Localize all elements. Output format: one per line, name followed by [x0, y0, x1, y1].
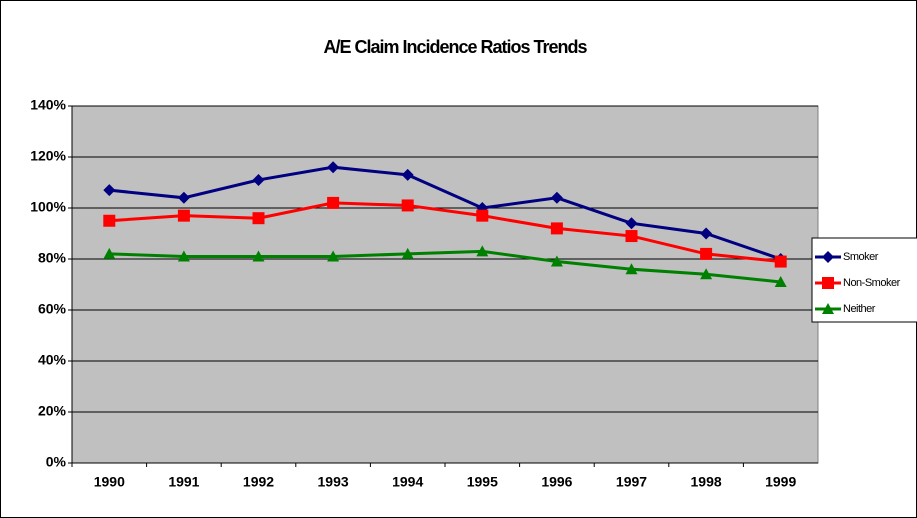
- marker: [625, 217, 638, 230]
- x-tick-label: 1996: [541, 474, 572, 490]
- x-tick-label: 1991: [168, 474, 199, 490]
- marker: [401, 199, 414, 212]
- plot-area: [71, 105, 819, 464]
- marker: [822, 277, 834, 289]
- series-line: [109, 165, 782, 261]
- marker: [700, 247, 713, 260]
- y-tick-label: 0%: [46, 454, 67, 470]
- y-tick-label: 140%: [30, 97, 66, 113]
- marker: [476, 209, 489, 222]
- series-line: [109, 201, 781, 264]
- marker: [774, 255, 787, 268]
- marker: [252, 212, 265, 225]
- marker: [700, 268, 713, 280]
- marker: [103, 214, 116, 227]
- marker: [177, 191, 190, 204]
- x-tick-label: 1993: [318, 474, 349, 490]
- marker: [476, 245, 489, 257]
- x-tick-label: 1995: [467, 474, 498, 490]
- marker: [401, 247, 414, 259]
- y-tick-label: 20%: [38, 403, 67, 419]
- marker: [550, 191, 563, 204]
- marker: [327, 161, 340, 174]
- marker: [625, 263, 638, 275]
- y-tick-label: 60%: [38, 301, 67, 317]
- marker: [822, 251, 834, 263]
- marker: [177, 250, 190, 262]
- marker: [550, 255, 563, 267]
- marker: [550, 222, 563, 235]
- y-tick-label: 100%: [30, 199, 66, 215]
- marker: [327, 250, 340, 262]
- marker: [252, 173, 265, 186]
- marker: [822, 303, 834, 314]
- marker: [700, 227, 713, 240]
- marker: [103, 247, 116, 259]
- marker: [177, 209, 190, 222]
- y-tick-label: 120%: [30, 148, 66, 164]
- x-tick-label: 1992: [243, 474, 274, 490]
- marker: [252, 250, 265, 262]
- marker: [774, 275, 787, 287]
- legend-label: Non-Smoker: [843, 277, 901, 289]
- x-tick-label: 1994: [392, 474, 423, 490]
- x-tick-label: 1990: [94, 474, 125, 490]
- legend-label: Neither: [843, 303, 876, 315]
- x-tick-label: 1999: [765, 474, 796, 490]
- marker: [103, 184, 116, 197]
- series-line: [109, 249, 781, 284]
- x-tick-label: 1998: [691, 474, 722, 490]
- chart-title: A/E Claim Incidence Ratios Trends: [323, 37, 587, 57]
- y-tick-label: 40%: [38, 352, 67, 368]
- y-tick-label: 80%: [38, 250, 67, 266]
- x-tick-label: 1997: [616, 474, 647, 490]
- marker: [327, 196, 340, 209]
- legend-label: Smoker: [843, 251, 879, 263]
- marker: [401, 168, 414, 181]
- marker: [625, 230, 638, 243]
